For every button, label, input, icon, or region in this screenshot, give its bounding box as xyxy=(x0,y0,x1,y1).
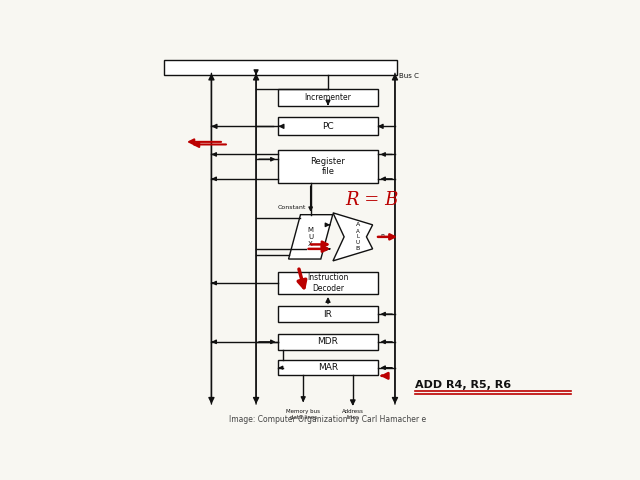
Text: IR: IR xyxy=(324,310,332,319)
Text: PC: PC xyxy=(322,122,334,131)
Bar xyxy=(278,150,378,183)
Text: A: A xyxy=(356,222,360,228)
Text: Memory bus
data lines: Memory bus data lines xyxy=(286,409,320,420)
Bar xyxy=(278,306,378,322)
Text: R: R xyxy=(380,234,385,240)
Bar xyxy=(278,334,378,349)
Text: MAR: MAR xyxy=(318,363,338,372)
Polygon shape xyxy=(289,215,333,259)
Text: A
L
U: A L U xyxy=(356,228,360,245)
Bar xyxy=(164,60,397,74)
Text: Constant: Constant xyxy=(278,205,306,210)
Text: Instruction
Decoder: Instruction Decoder xyxy=(307,273,349,293)
Text: Image: Computer Organization by Carl Hamacher e: Image: Computer Organization by Carl Ham… xyxy=(229,415,427,423)
Text: Incrementer: Incrementer xyxy=(305,93,351,102)
Text: Bus C: Bus C xyxy=(399,73,419,79)
Bar xyxy=(278,360,378,375)
Text: M
U
X: M U X xyxy=(308,227,314,247)
Text: ADD R4, R5, R6: ADD R4, R5, R6 xyxy=(415,380,511,390)
Text: Address
lines: Address lines xyxy=(342,409,364,420)
Text: MDR: MDR xyxy=(317,337,339,347)
Bar xyxy=(278,89,378,106)
Bar xyxy=(278,118,378,135)
Text: R = B: R = B xyxy=(346,191,399,209)
Text: Register
file: Register file xyxy=(310,157,346,176)
Bar xyxy=(278,272,378,294)
Text: B: B xyxy=(356,246,360,252)
Polygon shape xyxy=(333,213,372,261)
